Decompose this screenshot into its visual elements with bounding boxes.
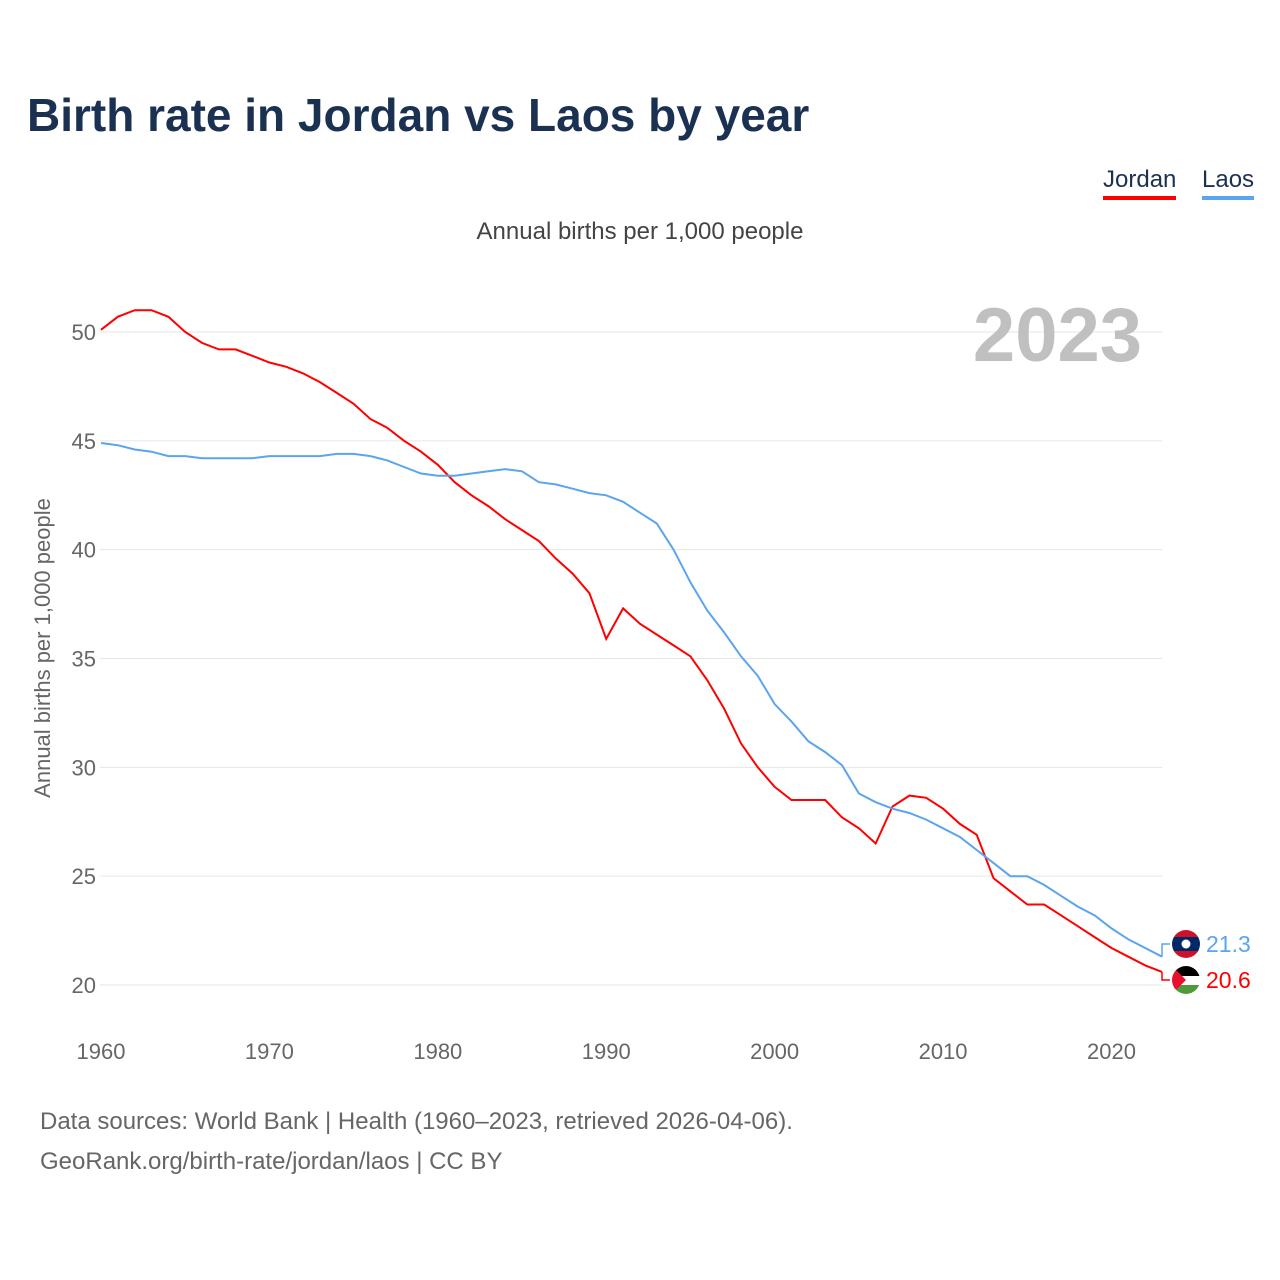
source-text: Data sources: World Bank | Health (1960–… (40, 1108, 793, 1135)
y-tick-label: 35 (72, 647, 96, 672)
series-line-laos[interactable] (100, 442, 1163, 958)
y-tick-label: 45 (72, 429, 96, 454)
x-tick-label: 2000 (750, 1039, 799, 1064)
legend-laos[interactable]: Laos (1202, 166, 1255, 200)
y-tick-label: 25 (72, 864, 96, 889)
series-line-jordan[interactable] (100, 309, 1163, 973)
y-tick-label: 40 (72, 538, 96, 563)
year-watermark: 2023 (972, 293, 1142, 378)
chart-title: Birth rate in Jordan vs Laos by year (27, 89, 810, 141)
end-connector (1161, 943, 1170, 957)
legend-jordan[interactable]: Jordan (1103, 166, 1177, 200)
y-tick-label: 50 (72, 320, 96, 345)
chart-subtitle: Annual births per 1,000 people (476, 218, 804, 245)
x-tick-label: 1960 (77, 1039, 126, 1064)
x-tick-label: 2010 (919, 1039, 968, 1064)
laos-flag-icon (1172, 930, 1200, 958)
y-tick-label: 20 (72, 973, 96, 998)
y-axis-label: Annual births per 1,000 people (30, 498, 55, 798)
x-tick-label: 1990 (582, 1039, 631, 1064)
y-tick-label: 30 (72, 755, 96, 780)
x-tick-label: 1980 (413, 1039, 462, 1064)
url-text: GeoRank.org/birth-rate/jordan/laos | CC … (40, 1148, 503, 1175)
end-connector (1161, 971, 1170, 981)
x-tick-label: 1970 (245, 1039, 294, 1064)
end-value-label-laos: 21.3 (1206, 931, 1251, 957)
end-value-label-jordan: 20.6 (1206, 967, 1251, 993)
jordan-flag-icon (1172, 966, 1200, 995)
x-tick-label: 2020 (1087, 1039, 1136, 1064)
